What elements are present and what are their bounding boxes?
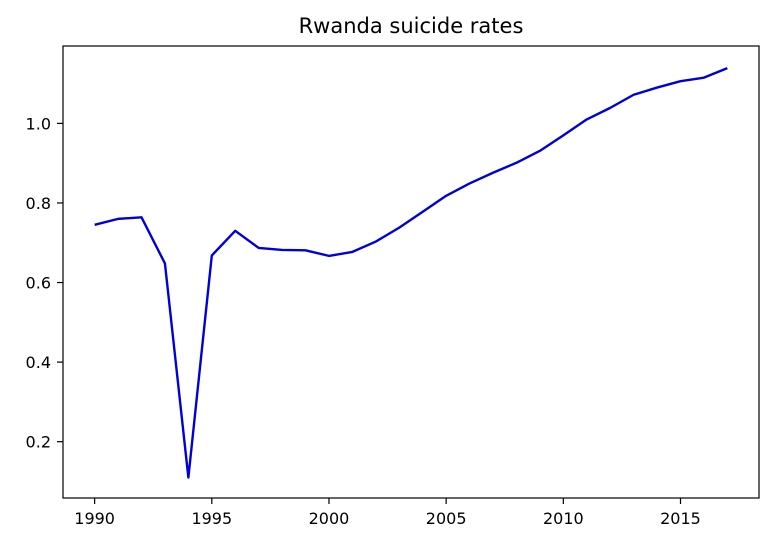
- plot-frame: [62, 45, 760, 499]
- x-tick-label: 2000: [309, 509, 350, 528]
- y-tick-label: 0.8: [26, 194, 51, 213]
- x-tick-label: 1990: [74, 509, 115, 528]
- x-tick-label: 1995: [191, 509, 232, 528]
- y-tick-label: 0.6: [26, 274, 51, 293]
- y-tick-label: 1.0: [26, 114, 51, 133]
- x-tick-label: 2015: [660, 509, 701, 528]
- y-tick-label: 0.2: [26, 433, 51, 452]
- axis-layer: 1990 1995 2000 2005 2010 2015 0.2 0.4 0.6 0.8 1.0: [26, 114, 701, 528]
- plot-layer: [94, 66, 728, 479]
- chart-title: Rwanda suicide rates: [299, 14, 524, 38]
- series-line-0: [94, 66, 728, 479]
- y-tick-label: 0.4: [26, 353, 51, 372]
- x-tick-label: 2005: [426, 509, 467, 528]
- x-tick-label: 2010: [543, 509, 584, 528]
